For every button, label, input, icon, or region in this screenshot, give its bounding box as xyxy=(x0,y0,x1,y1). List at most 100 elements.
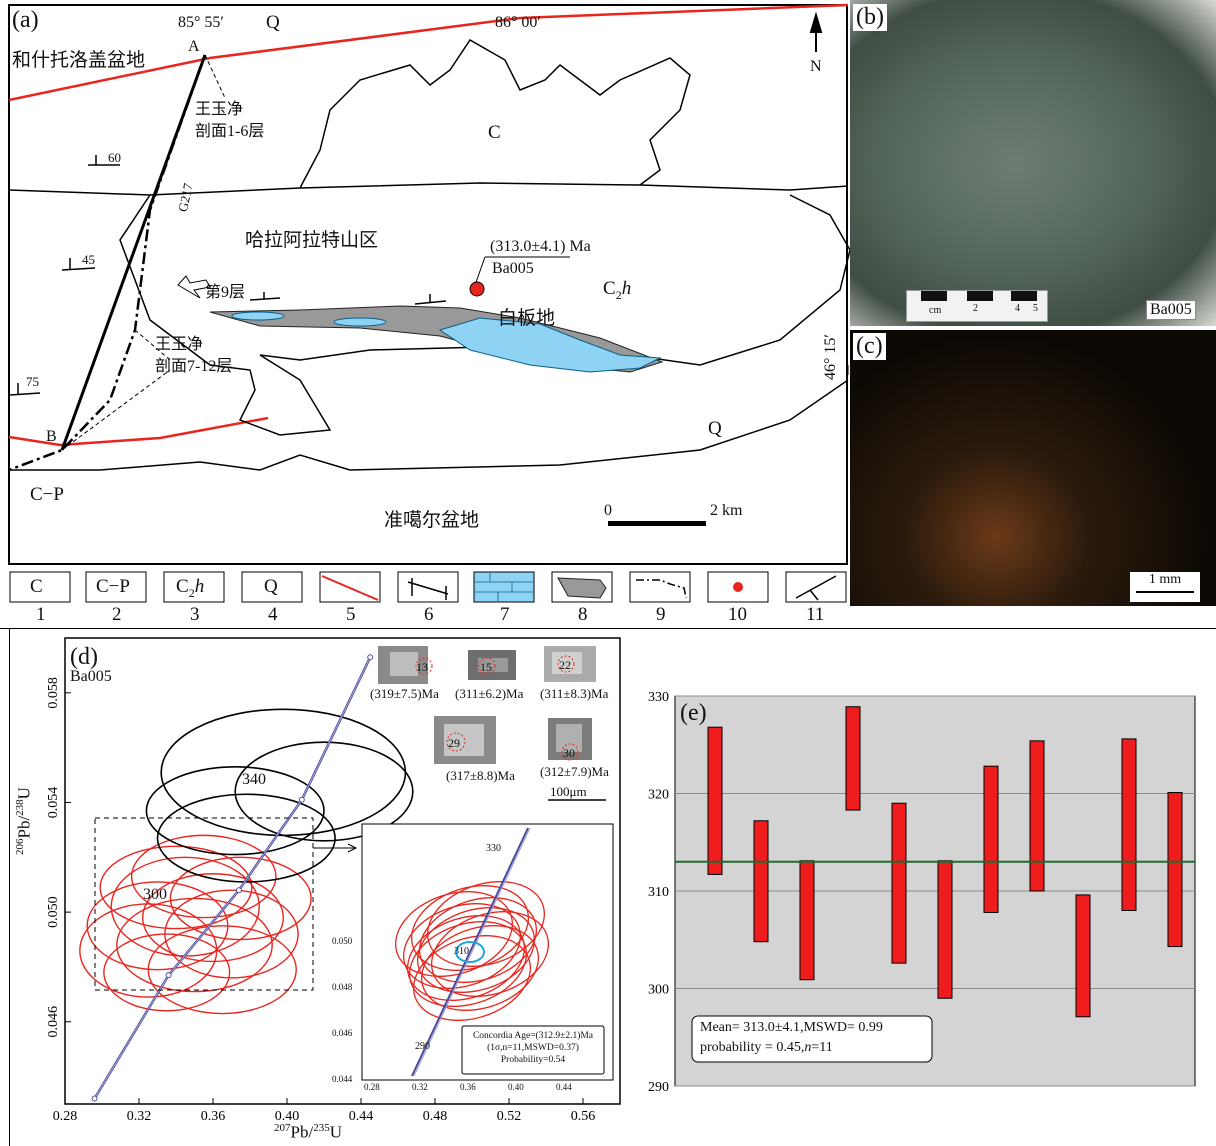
zircon-age-30: (312±7.9)Ma xyxy=(540,764,609,779)
y-tick-label: 0.046 xyxy=(46,1006,61,1037)
north-label: N xyxy=(810,58,822,75)
x-tick-label: 0.36 xyxy=(201,1109,226,1124)
inset-concordia-310: 310 xyxy=(454,946,469,957)
legend-num-2: 2 xyxy=(112,604,122,625)
zoom-box xyxy=(94,817,314,991)
inset-concordia-line xyxy=(411,827,529,1077)
mountain-label: 哈拉阿拉特山区 xyxy=(245,230,379,251)
legend-num-8: 8 xyxy=(578,604,588,625)
age-bar xyxy=(1167,792,1183,948)
y-tick-label: 0.050 xyxy=(46,896,61,928)
x-tick-label: 0.56 xyxy=(571,1109,596,1124)
x-tick-label: 0.32 xyxy=(127,1109,152,1124)
panel-divider xyxy=(0,628,1216,629)
panel-b-sample: Ba005 xyxy=(1146,300,1196,320)
inset-x-tick: 0.36 xyxy=(460,1082,476,1092)
scale-end: 2 km xyxy=(710,502,743,519)
dip-60: 60 xyxy=(108,150,121,165)
legend-num-1: 1 xyxy=(36,604,46,625)
y-tick-label: 0.054 xyxy=(46,787,61,819)
zircon-age-15: (311±6.2)Ma xyxy=(455,686,524,701)
inset-y-tick: 0.046 xyxy=(332,1028,353,1038)
panel-c-scale: 1 mm xyxy=(1130,572,1200,602)
zircon-age-29: (317±8.8)Ma xyxy=(446,768,515,783)
point-b-label: B xyxy=(46,428,57,445)
sample-point xyxy=(469,281,485,297)
zircon-spot-30: 30 xyxy=(563,746,575,760)
error-ellipse-black xyxy=(156,793,336,883)
concordia-age-tick xyxy=(91,1095,98,1102)
sample-leader-line xyxy=(474,256,486,286)
panel-d-sample: Ba005 xyxy=(70,668,112,685)
coord-top-right: 86° 00′ xyxy=(495,14,541,31)
c-unit-boundary xyxy=(299,39,691,189)
error-ellipse-red xyxy=(99,845,253,930)
inset-concordia-line xyxy=(413,827,531,1077)
legend-num-3: 3 xyxy=(190,604,200,625)
legend-num-11: 11 xyxy=(806,604,825,625)
inset-error-ellipse xyxy=(408,921,528,1007)
ruler: cm 2 4 5 xyxy=(906,290,1048,322)
inset-x-tick: 0.32 xyxy=(412,1082,428,1092)
legend-symbol-3: C2h xyxy=(176,576,205,600)
unit-q-top: Q xyxy=(266,12,280,33)
y-tick-label: 320 xyxy=(648,788,669,803)
inset-x-tick: 0.28 xyxy=(364,1082,380,1092)
inset-error-ellipse xyxy=(426,881,546,967)
geological-map xyxy=(8,3,850,565)
concordia-age-tick xyxy=(367,654,374,661)
concordia-age-box xyxy=(461,1025,605,1075)
leader-line xyxy=(61,329,171,451)
y-tick-label: 290 xyxy=(648,1080,669,1095)
inset-error-ellipse xyxy=(420,925,540,1011)
basin-bottom-label: 准噶尔盆地 xyxy=(384,510,480,531)
dip-symbols xyxy=(9,155,447,396)
y-tick-label: 0.058 xyxy=(46,677,61,709)
error-ellipse-red xyxy=(169,856,312,941)
concordia-age-tick xyxy=(298,796,305,803)
zircon-age-13: (319±7.5)Ma xyxy=(370,686,439,701)
weighted-mean-grid xyxy=(675,695,1195,1087)
x-tick-label: 0.48 xyxy=(423,1109,448,1124)
unit-c: C xyxy=(488,122,501,143)
legend-num-9: 9 xyxy=(656,604,666,625)
inset-y-tick: 0.050 xyxy=(332,936,353,946)
zircon-images xyxy=(378,646,606,801)
legend-num-6: 6 xyxy=(424,604,434,625)
age-bar xyxy=(937,860,953,999)
concordia-y-ticks: 0.046 0.050 0.054 0.058 xyxy=(46,677,71,1038)
profile-line-ab xyxy=(60,54,207,451)
profile-2-line1: 王玉净 xyxy=(155,336,204,353)
age-bar xyxy=(891,802,907,964)
profile-2-line2: 剖面7-12层 xyxy=(155,358,233,375)
x-tick-label: 0.52 xyxy=(497,1109,522,1124)
legend-symbol-1: C xyxy=(30,576,43,597)
legend-num-7: 7 xyxy=(500,604,510,625)
age-bar xyxy=(799,860,815,981)
concordia-age-ellipse xyxy=(455,941,485,963)
concordia-label-300: 300 xyxy=(143,886,167,903)
panel-e-label: (e) xyxy=(680,700,707,726)
weighted-mean-bars xyxy=(707,706,1183,1018)
leader-line xyxy=(204,54,226,99)
c2h-boundary xyxy=(119,194,850,436)
zircon-spot-13: 13 xyxy=(416,660,428,674)
concordia-x-axis-label: 207Pb/235U xyxy=(274,1122,342,1142)
limestone-body xyxy=(438,317,662,373)
inset-error-ellipse xyxy=(416,907,536,993)
age-bar xyxy=(1029,740,1045,892)
layer-arrow-icon xyxy=(177,275,211,299)
legend-symbol-4: Q xyxy=(264,576,278,597)
mean-annotation-line2: probability = 0.45,n=11 xyxy=(700,1040,833,1055)
age-label: (313.0±4.1) Ma xyxy=(490,238,591,255)
scale-zero: 0 xyxy=(604,502,612,519)
panel-a-label: (a) xyxy=(12,7,39,33)
error-ellipse-red xyxy=(130,834,277,919)
concordia-age-tick xyxy=(165,972,172,979)
weighted-mean-y-ticks: 290 300 310 320 330 xyxy=(648,690,669,1095)
mean-annotation-line1: Mean= 313.0±4.1,MSWD= 0.99 xyxy=(700,1020,883,1035)
legend-symbol-2: C−P xyxy=(96,576,130,597)
y-tick-label: 330 xyxy=(648,690,669,705)
concordia-label-340: 340 xyxy=(242,771,266,788)
inset-concordia-290: 290 xyxy=(415,1041,430,1052)
